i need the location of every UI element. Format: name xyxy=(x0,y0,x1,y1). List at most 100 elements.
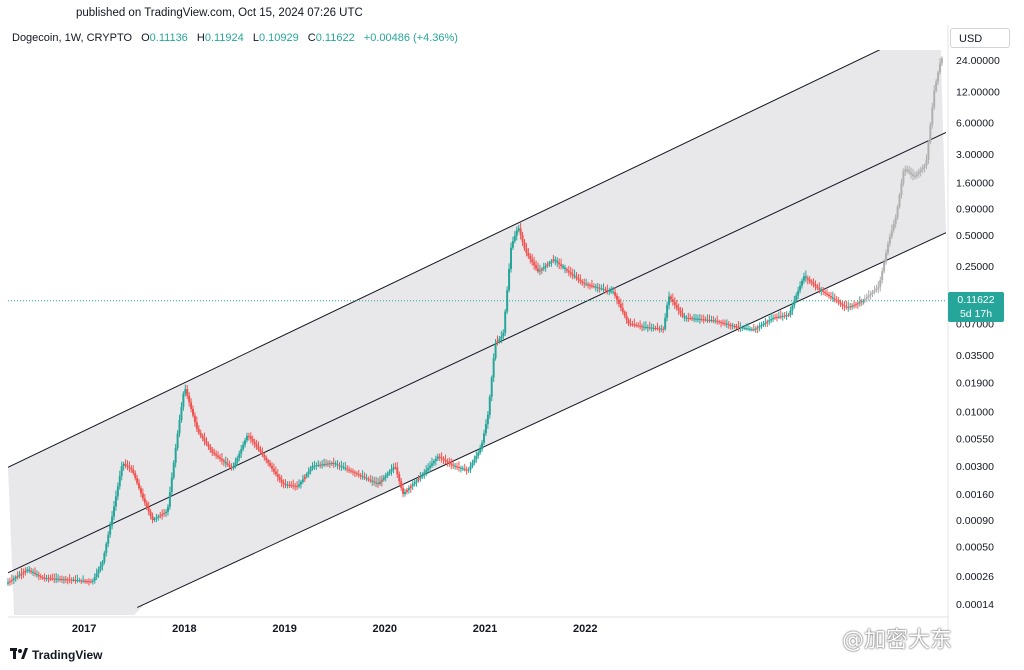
channel-upper-line xyxy=(8,50,881,468)
candle-body xyxy=(506,290,509,312)
candle-body xyxy=(839,302,842,304)
candle-body xyxy=(70,579,73,581)
candle-body xyxy=(101,562,104,567)
candle-body xyxy=(791,305,794,311)
candle-body xyxy=(242,444,245,450)
candle-body xyxy=(716,320,719,322)
projection-candle-body xyxy=(931,107,934,125)
x-tick-label: 2018 xyxy=(172,623,196,635)
projection-candle-body xyxy=(904,169,907,172)
candle-body xyxy=(240,449,243,454)
candle-body xyxy=(396,467,399,475)
candle-body xyxy=(249,436,252,439)
candle-body xyxy=(99,566,102,570)
candle-body xyxy=(301,479,304,482)
candle-body xyxy=(217,455,220,458)
candle-body xyxy=(294,485,297,487)
candle-body xyxy=(843,305,846,307)
candle-body xyxy=(147,507,150,512)
candle-body xyxy=(804,276,807,278)
candle-body xyxy=(754,328,757,330)
candle-body xyxy=(562,265,565,268)
candle-body xyxy=(286,484,289,486)
candle-body xyxy=(272,468,275,472)
candle-body xyxy=(521,235,524,242)
candle-body xyxy=(473,459,476,463)
candle-body xyxy=(764,322,767,324)
candle-body xyxy=(693,318,696,320)
published-caption: published on TradingView.com, Oct 15, 20… xyxy=(76,7,363,19)
close-value: 0.11622 xyxy=(315,32,355,44)
candle-body xyxy=(309,468,312,472)
candle-body xyxy=(288,484,291,486)
candle-body xyxy=(604,289,607,291)
candle-body xyxy=(590,285,593,287)
candle-body xyxy=(236,457,239,463)
x-tick-label: 2020 xyxy=(373,623,397,635)
candle-body xyxy=(336,464,339,466)
candle-body xyxy=(136,478,139,484)
y-tick-label: 0.50000 xyxy=(956,230,994,242)
candle-body xyxy=(793,300,796,306)
channel-fill xyxy=(8,50,946,615)
candle-body xyxy=(284,484,287,486)
current-price-label: 0.11622 xyxy=(957,293,995,306)
channel-lower-line xyxy=(137,232,946,608)
candle-body xyxy=(326,463,329,465)
candle-body xyxy=(20,573,23,575)
candle-body xyxy=(527,252,530,257)
candle-body xyxy=(311,466,314,469)
y-tick-label: 0.00550 xyxy=(956,433,994,445)
projection-candle-body xyxy=(906,169,909,171)
candle-body xyxy=(617,299,620,304)
candle-body xyxy=(209,446,212,450)
candle-body xyxy=(637,325,640,327)
candle-body xyxy=(404,492,407,494)
candle-body xyxy=(299,481,302,485)
channel-middle-line xyxy=(8,131,946,574)
candle-body xyxy=(849,306,852,308)
candle-body xyxy=(461,468,464,470)
projection-candle-body xyxy=(902,171,905,184)
candle-body xyxy=(459,467,462,469)
candle-body xyxy=(743,327,746,329)
candle-body xyxy=(178,420,181,434)
candle-body xyxy=(28,569,31,571)
candle-body xyxy=(109,525,112,535)
currency-selector[interactable]: USD xyxy=(950,28,1010,48)
candle-body xyxy=(330,462,333,464)
candle-body xyxy=(37,575,40,577)
candle-body xyxy=(394,467,397,469)
candle-body xyxy=(47,578,50,580)
candle-body xyxy=(244,440,247,445)
candle-body xyxy=(429,465,432,468)
projection-candle-body xyxy=(900,183,903,196)
candle-body xyxy=(199,432,202,436)
candle-body xyxy=(679,310,682,314)
candle-body xyxy=(159,515,162,517)
candle-body xyxy=(795,295,798,301)
y-tick-label: 0.00050 xyxy=(956,542,994,554)
candle-body xyxy=(8,581,11,583)
projection-candle-body xyxy=(867,295,870,298)
candle-body xyxy=(745,328,748,330)
candle-body xyxy=(165,511,168,514)
tradingview-brand[interactable]: TradingView xyxy=(10,648,102,663)
candle-body xyxy=(126,465,129,467)
candle-body xyxy=(831,297,834,299)
y-tick-label: 0.00160 xyxy=(956,489,994,501)
candle-body xyxy=(642,326,645,328)
candle-body xyxy=(612,291,615,293)
candle-body xyxy=(477,452,480,456)
candle-body xyxy=(762,323,765,325)
candle-body xyxy=(623,311,626,316)
candle-body xyxy=(488,396,491,415)
candle-body xyxy=(816,286,819,288)
candle-body xyxy=(259,449,262,453)
candle-body xyxy=(261,452,264,455)
candle-body xyxy=(39,576,42,578)
candle-body xyxy=(365,477,368,479)
candle-body xyxy=(176,433,179,449)
candle-body xyxy=(363,476,366,478)
